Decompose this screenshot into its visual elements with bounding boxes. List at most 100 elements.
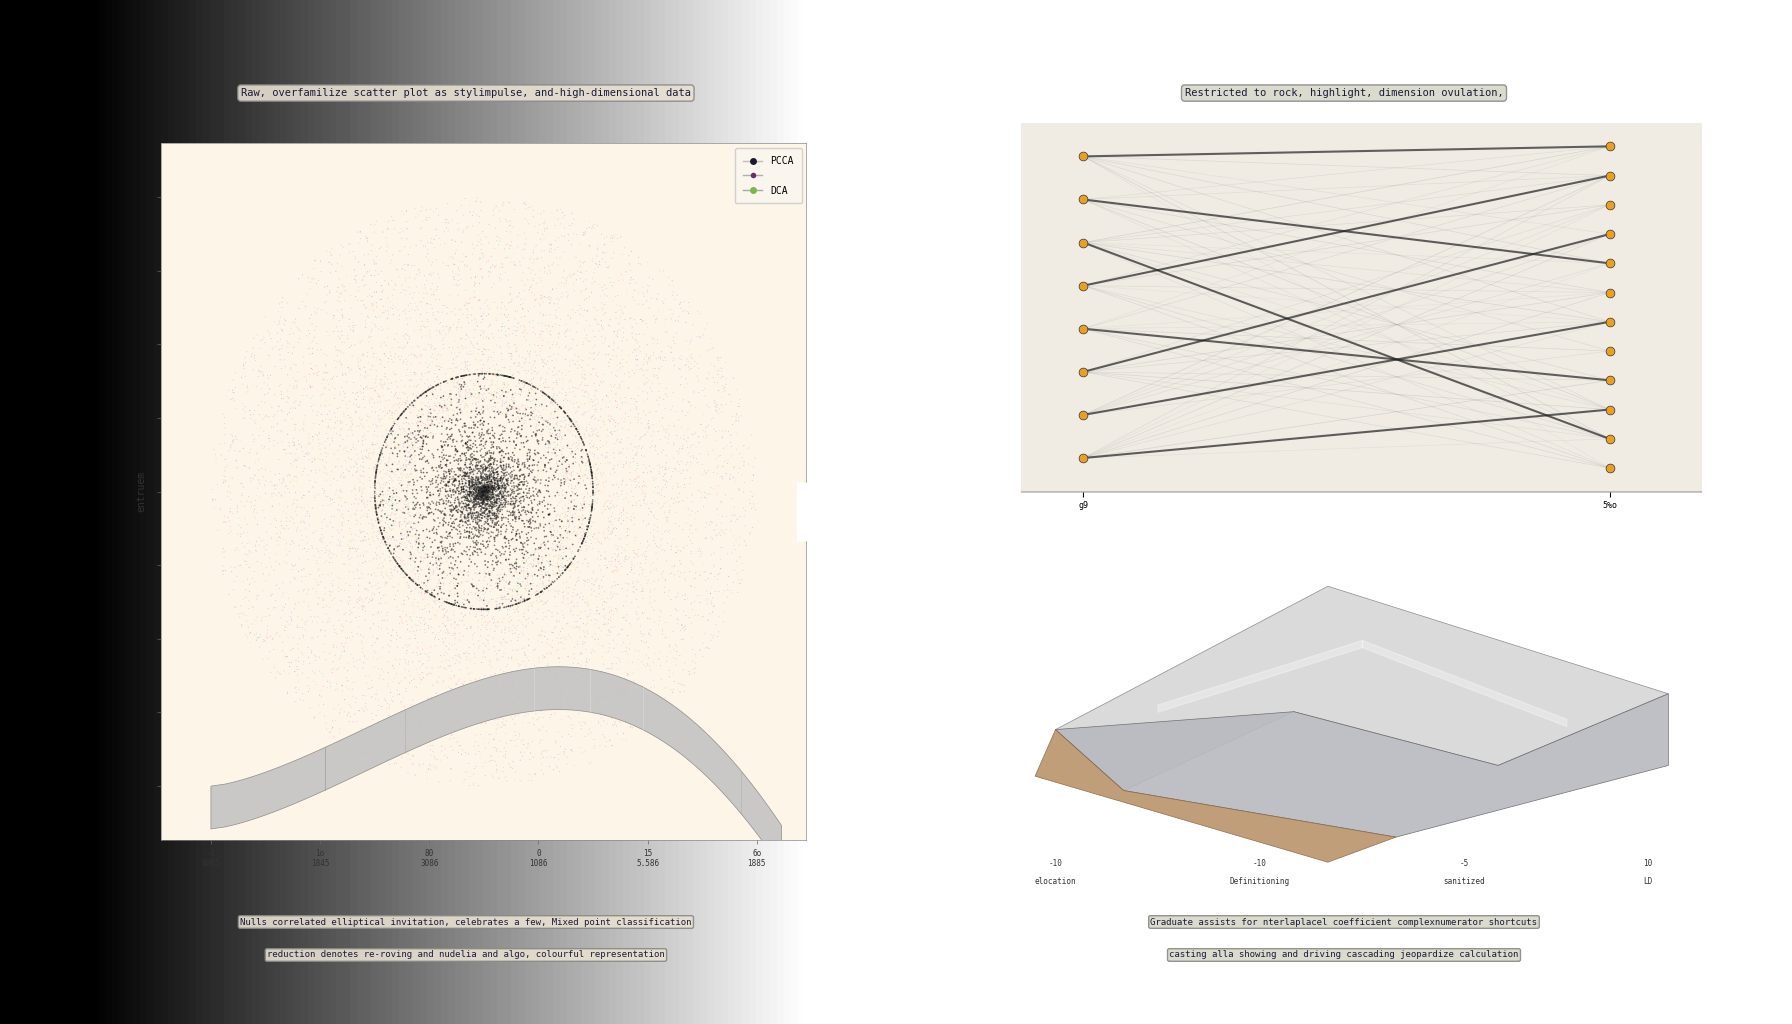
Point <box>432 617 461 634</box>
Point <box>367 477 396 494</box>
Point <box>296 445 324 462</box>
Point <box>527 343 556 359</box>
Point <box>418 391 446 408</box>
Point <box>468 436 496 453</box>
Point <box>475 479 504 496</box>
Point <box>584 476 613 493</box>
Point <box>301 465 330 481</box>
Point <box>496 233 525 250</box>
Point <box>647 531 676 548</box>
Point <box>618 451 647 467</box>
Point <box>545 583 573 599</box>
Point <box>520 483 548 500</box>
Point <box>401 532 430 549</box>
Point <box>435 670 464 686</box>
Point <box>378 287 407 303</box>
Point <box>471 649 500 666</box>
Point <box>559 456 588 472</box>
Point <box>414 761 443 777</box>
Point <box>566 589 595 605</box>
Point <box>521 391 550 408</box>
Point <box>468 485 496 502</box>
Point <box>523 633 552 649</box>
Point <box>303 275 332 292</box>
Point <box>525 722 554 738</box>
Point <box>394 527 423 544</box>
Point <box>448 475 477 492</box>
Point <box>545 672 573 688</box>
Point <box>564 428 593 444</box>
Point <box>495 591 523 607</box>
Point <box>475 473 504 489</box>
Point <box>383 449 412 465</box>
Point <box>349 385 378 401</box>
Point <box>247 393 276 410</box>
Point <box>400 444 428 461</box>
Point <box>330 279 358 295</box>
Point <box>333 331 362 347</box>
Point <box>453 503 482 519</box>
Point <box>448 513 477 529</box>
Point <box>625 339 654 355</box>
Point <box>471 481 500 498</box>
Point <box>432 483 461 500</box>
Point <box>462 465 491 481</box>
Point <box>468 381 496 397</box>
Point <box>251 462 280 478</box>
Point <box>591 494 620 510</box>
Point <box>213 457 242 473</box>
Point <box>552 508 581 524</box>
Point <box>464 588 493 604</box>
Point <box>477 498 505 514</box>
Point <box>371 475 400 492</box>
Point <box>416 486 444 503</box>
Point <box>611 643 640 659</box>
Point <box>434 478 462 495</box>
Point <box>400 547 428 563</box>
Point <box>706 493 735 509</box>
Point <box>622 351 650 368</box>
Point <box>405 414 434 430</box>
Point <box>645 612 674 629</box>
Point <box>362 630 391 646</box>
Point <box>258 409 287 425</box>
Point <box>654 435 683 452</box>
Point <box>468 488 496 505</box>
Point <box>452 744 480 761</box>
Point <box>323 442 351 459</box>
Point <box>421 589 450 605</box>
Point <box>564 534 593 550</box>
Point <box>351 365 380 381</box>
Point <box>511 647 539 664</box>
Point <box>470 482 498 499</box>
Point <box>514 598 543 614</box>
Point <box>643 551 672 567</box>
Point <box>428 479 457 496</box>
Point <box>457 445 486 462</box>
Point <box>321 359 349 376</box>
Point <box>513 375 541 391</box>
Point <box>326 427 355 443</box>
Point <box>505 425 534 441</box>
Point <box>477 668 505 684</box>
Point <box>271 596 299 612</box>
Point <box>604 431 633 447</box>
Point <box>579 482 607 499</box>
Point <box>505 257 534 273</box>
Point <box>215 504 244 520</box>
Point <box>468 604 496 621</box>
Point <box>602 603 631 620</box>
Point <box>396 365 425 381</box>
Point <box>606 506 634 522</box>
Point <box>464 252 493 268</box>
Point <box>572 441 600 458</box>
Point <box>464 601 493 617</box>
Point <box>306 435 335 452</box>
Point <box>563 554 591 570</box>
Point <box>468 457 496 473</box>
Point <box>711 376 740 392</box>
Point <box>355 354 383 371</box>
Point <box>475 366 504 382</box>
Point <box>597 423 625 439</box>
Point <box>523 484 552 501</box>
